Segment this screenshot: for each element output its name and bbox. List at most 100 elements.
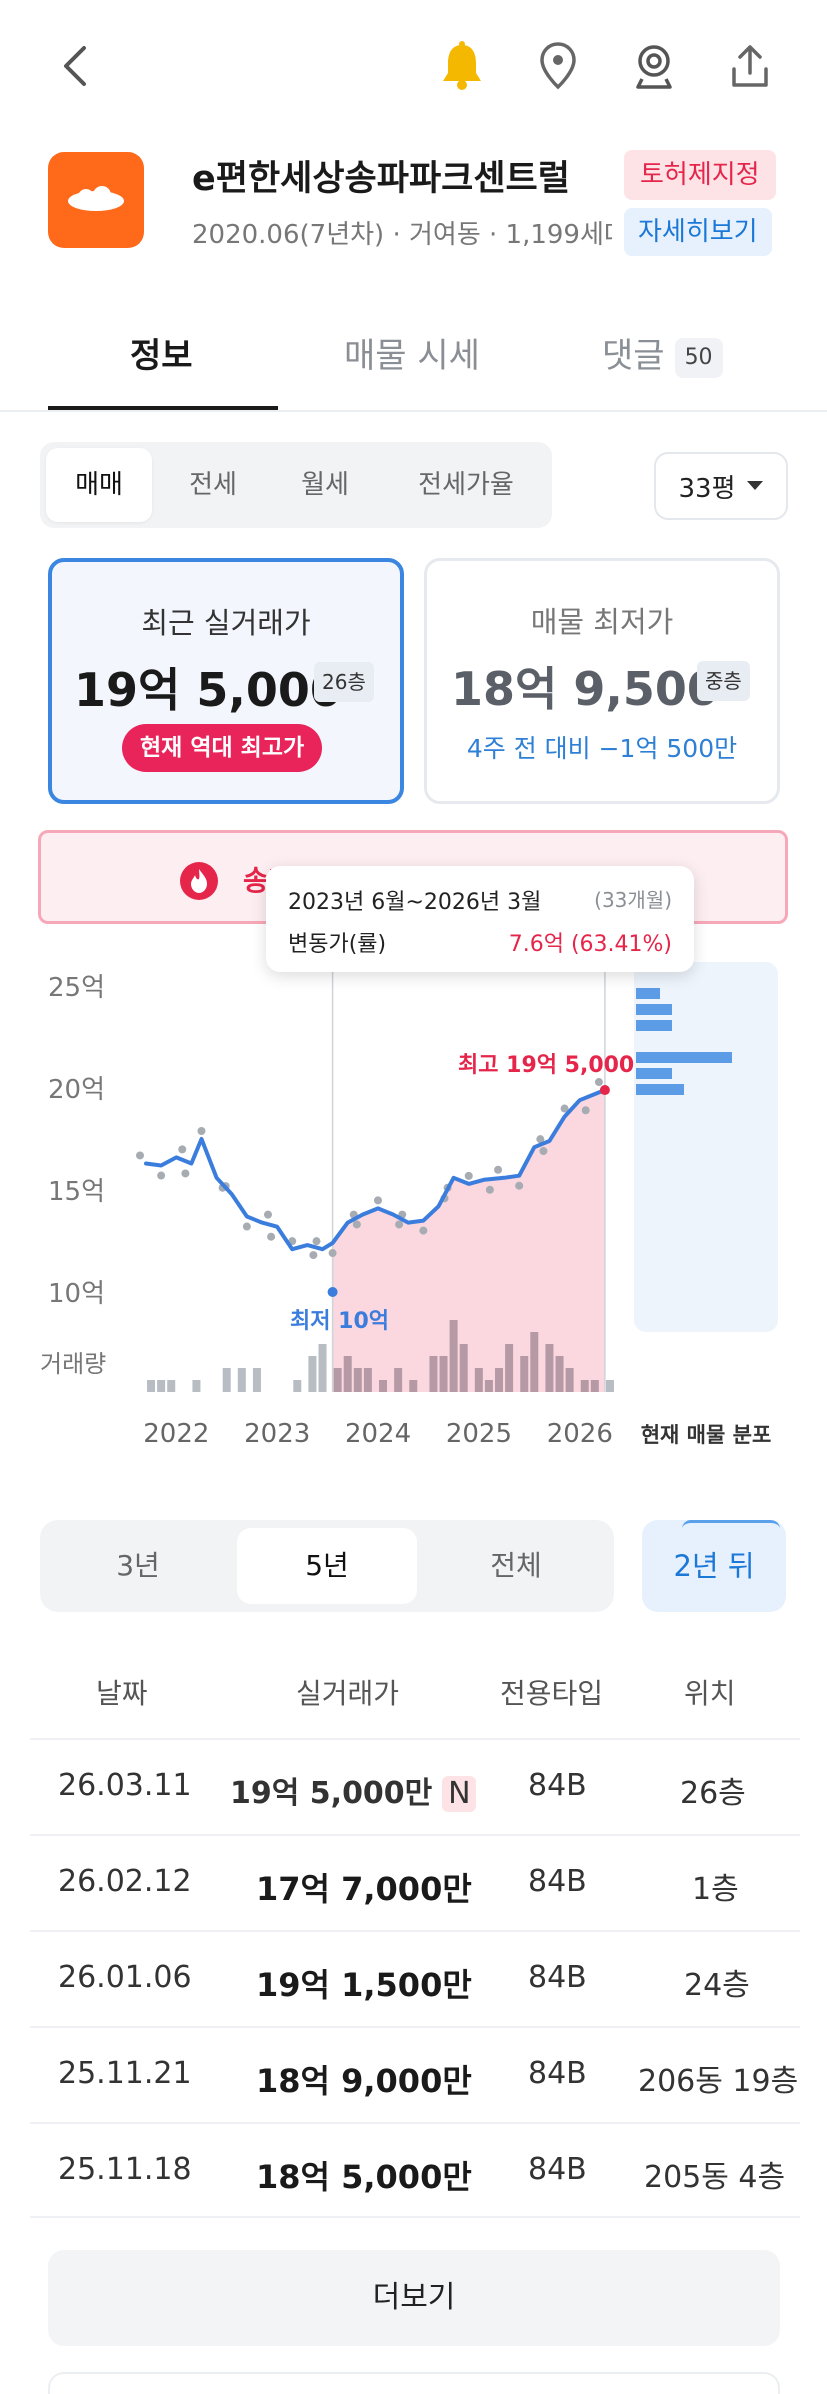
volume-bar <box>520 1356 529 1392</box>
col-type-header: 전용타입 <box>500 1677 604 1710</box>
table-row[interactable]: 26.01.06 19억 1,500만 84B 24층 <box>30 1930 800 2026</box>
transaction-dot <box>464 1171 473 1180</box>
row-price: 18억 9,000만 <box>256 2062 472 2100</box>
fire-icon <box>179 861 219 905</box>
detail-button[interactable]: 자세히보기 <box>624 208 772 256</box>
row-type: 84B <box>528 1960 587 1995</box>
row-location: 26층 <box>680 1776 746 1811</box>
recent-price-value: 19억 5,000 <box>74 663 342 717</box>
row-price: 19억 5,000만 N <box>230 1768 477 1812</box>
transaction-dot <box>242 1222 251 1231</box>
transaction-dot <box>515 1181 524 1190</box>
period-all[interactable]: 전체 <box>490 1549 542 1582</box>
row-date: 25.11.21 <box>58 2056 192 2091</box>
deal-type-jeonse[interactable]: 전세 <box>189 470 237 500</box>
new-badge: N <box>442 1776 477 1812</box>
table-row[interactable]: 26.02.12 17억 7,000만 84B 1층 <box>30 1834 800 1930</box>
distribution-bar <box>636 988 660 999</box>
transaction-dot <box>263 1210 272 1219</box>
distribution-bar <box>636 1020 672 1031</box>
lowest-listing-card[interactable]: 매물 최저가 18억 9,500 중층 4주 전 대비 −1억 500만 <box>424 558 780 804</box>
tooltip-change-value: 7.6억 (63.41%) <box>508 932 672 957</box>
volume-bar <box>394 1368 403 1392</box>
apartment-name: e편한세상송파파크센트럴 <box>192 159 570 199</box>
volume-bar <box>439 1356 448 1392</box>
transaction-dot <box>539 1147 548 1156</box>
top-bar <box>0 0 827 135</box>
share-icon[interactable] <box>722 38 778 94</box>
price-trend-line <box>144 1088 607 1252</box>
main-tabs: 정보 매물 시세 댓글 50 <box>0 300 827 412</box>
volume-bar <box>605 1380 614 1392</box>
col-price-header: 실거래가 <box>296 1677 400 1710</box>
distribution-bar <box>636 1052 732 1063</box>
tab-listing-price[interactable]: 매물 시세 <box>344 336 480 376</box>
x-tick-label: 2025 <box>446 1419 512 1449</box>
transaction-dot <box>328 1249 337 1258</box>
row-location: 206동 19층 <box>638 2064 799 2099</box>
y-tick-label: 15억 <box>48 1177 105 1207</box>
period-3y[interactable]: 3년 <box>116 1549 160 1582</box>
location-pin-icon[interactable] <box>530 38 586 94</box>
volume-bar <box>459 1344 468 1392</box>
volume-bar <box>318 1344 327 1392</box>
y-tick-label: 25억 <box>48 973 105 1003</box>
x-tick-label: 2022 <box>143 1419 209 1449</box>
row-date: 26.02.12 <box>58 1864 192 1899</box>
price-chart[interactable]: 25억 20억 15억 10억 최고 19억 5,000 최저 10억 거래량 2022 202… <box>0 940 827 1460</box>
row-location: 205동 4층 <box>644 2160 786 2195</box>
volume-bar <box>379 1380 388 1392</box>
volume-bar <box>474 1368 483 1392</box>
lowest-listing-value: 18억 9,500 <box>451 662 719 716</box>
volume-bar <box>293 1380 302 1392</box>
volume-bar <box>343 1356 352 1392</box>
lowest-listing-title: 매물 최저가 <box>530 605 674 639</box>
y-tick-label: 10억 <box>48 1279 105 1309</box>
y-tick-label: 20억 <box>48 1075 105 1105</box>
two-years-later-button[interactable]: 2년 뒤 <box>642 1520 786 1612</box>
deal-type-jeonse-ratio[interactable]: 전세가율 <box>418 470 514 500</box>
volume-bar <box>545 1344 554 1392</box>
volume-bar <box>505 1344 514 1392</box>
volume-bar <box>580 1380 589 1392</box>
volume-bar <box>333 1368 342 1392</box>
volume-bar <box>157 1380 166 1392</box>
tab-comments[interactable]: 댓글 50 <box>602 328 723 378</box>
apartment-meta: 2020.06(7년차) · 거여동 · 1,199세대 <box>192 220 612 250</box>
tooltip-months: (33개월) <box>594 888 672 912</box>
volume-bar <box>565 1368 574 1392</box>
transaction-dot <box>560 1104 569 1113</box>
tab-info[interactable]: 정보 <box>130 336 193 376</box>
volume-bar <box>252 1368 261 1392</box>
transaction-dot <box>594 1078 603 1087</box>
size-select[interactable]: 33평 <box>654 452 788 520</box>
row-type: 84B <box>528 1864 587 1899</box>
row-price: 17억 7,000만 <box>256 1870 472 1908</box>
distribution-bar <box>636 1084 684 1095</box>
row-date: 25.11.18 <box>58 2152 192 2187</box>
volume-bar <box>363 1368 372 1392</box>
tooltip-change-label: 변동가(률) <box>288 932 387 957</box>
deal-type-monthly[interactable]: 월세 <box>301 470 349 500</box>
back-icon[interactable] <box>48 38 104 94</box>
deal-type-sale[interactable]: 매매 <box>46 448 152 522</box>
transaction-dot <box>494 1165 503 1174</box>
more-button[interactable]: 더보기 <box>48 2250 780 2346</box>
chart-tooltip: 2023년 6월~2026년 3월 (33개월) 변동가(률) 7.6억 (63… <box>266 866 694 972</box>
bell-icon[interactable] <box>434 38 490 94</box>
transaction-dot <box>197 1127 206 1135</box>
low-point <box>327 1287 338 1297</box>
streetview-icon[interactable] <box>626 38 682 94</box>
volume-bar <box>192 1380 201 1392</box>
table-row[interactable]: 25.11.21 18억 9,000만 84B 206동 19층 <box>30 2026 800 2122</box>
transaction-dot <box>136 1151 144 1160</box>
table-row[interactable]: 26.03.11 19억 5,000만 N 84B 26층 <box>30 1738 800 1834</box>
period-5y[interactable]: 5년 <box>237 1528 417 1604</box>
row-price: 19억 1,500만 <box>256 1966 472 2004</box>
comment-count-badge: 50 <box>674 337 723 378</box>
row-date: 26.01.06 <box>58 1960 192 1995</box>
table-row[interactable]: 25.11.18 18억 5,000만 84B 205동 4층 <box>30 2122 800 2218</box>
recent-price-card[interactable]: 최근 실거래가 19억 5,000 26층 현재 역대 최고가 <box>48 558 404 804</box>
volume-bar <box>555 1356 564 1392</box>
